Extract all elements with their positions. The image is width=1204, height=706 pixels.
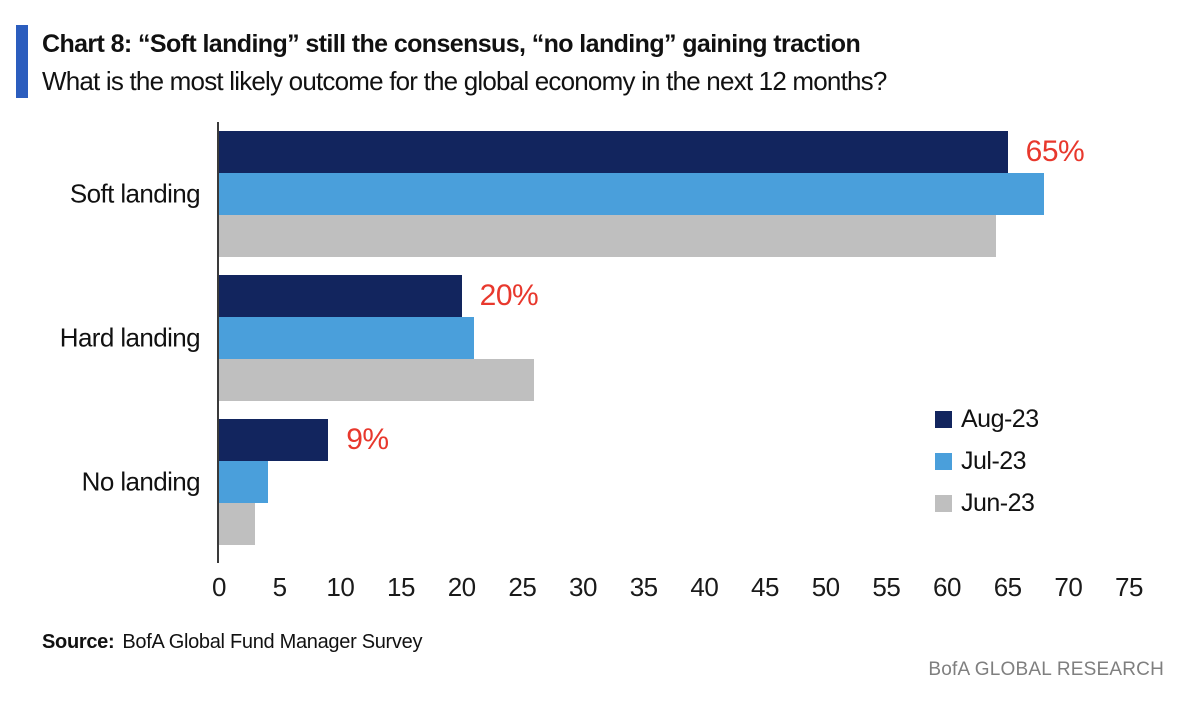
bar-jun-23-hard-landing (219, 359, 535, 401)
bar-aug-23-hard-landing (219, 275, 462, 317)
x-tick-40: 40 (690, 572, 719, 602)
data-label-soft-landing: 65% (1025, 135, 1085, 168)
data-label-no-landing: 9% (346, 423, 389, 456)
category-label-no-landing: No landing (81, 466, 201, 497)
category-label-soft-landing: Soft landing (69, 178, 201, 209)
x-tick-10: 10 (326, 572, 355, 602)
chart-subtitle: What is the most likely outcome for the … (42, 66, 887, 96)
title-accent-bar (16, 25, 28, 98)
bar-aug-23-soft-landing (219, 131, 1008, 173)
x-tick-70: 70 (1054, 572, 1083, 602)
bar-jul-23-hard-landing (219, 317, 474, 359)
x-tick-65: 65 (993, 572, 1022, 602)
legend-label-jun-23: Jun-23 (961, 488, 1035, 517)
source-label: Source: (42, 631, 115, 653)
bar-jun-23-no-landing (219, 503, 256, 545)
bar-jul-23-no-landing (219, 461, 268, 503)
legend-item-jul-23: Jul-23 (935, 446, 1039, 476)
x-tick-5: 5 (272, 572, 287, 602)
category-labels: Soft landing Hard landing No landing (28, 122, 201, 565)
chart-title: Chart 8: “Soft landing” still the consen… (42, 30, 861, 58)
x-tick-25: 25 (508, 572, 537, 602)
bar-aug-23-no-landing (219, 419, 329, 461)
legend-swatch-aug-23 (935, 410, 952, 428)
legend-item-aug-23: Aug-23 (935, 404, 1039, 434)
x-tick-75: 75 (1115, 572, 1143, 602)
x-tick-55: 55 (872, 572, 901, 602)
legend-item-jun-23: Jun-23 (935, 488, 1039, 518)
bar-jun-23-soft-landing (219, 215, 996, 257)
x-tick-0: 0 (212, 572, 226, 602)
x-tick-35: 35 (629, 572, 658, 602)
legend-swatch-jun-23 (935, 494, 952, 512)
research-credit: BofA GLOBAL RESEARCH (928, 659, 1164, 680)
source-text: BofA Global Fund Manager Survey (122, 631, 423, 653)
x-tick-60: 60 (933, 572, 961, 602)
x-tick-50: 50 (811, 572, 840, 602)
legend-swatch-jul-23 (935, 452, 952, 470)
legend-label-aug-23: Aug-23 (961, 404, 1039, 433)
x-tick-45: 45 (751, 572, 779, 602)
y-axis-line (217, 122, 219, 563)
x-tick-30: 30 (569, 572, 597, 602)
x-axis-ticks: 0 5 10 15 20 25 30 35 40 45 50 55 60 65 70 75 (212, 572, 1143, 604)
plot-area: 65% 20% 9% (219, 122, 1129, 565)
category-label-hard-landing: Hard landing (59, 322, 201, 353)
x-tick-20: 20 (447, 572, 476, 602)
x-tick-15: 15 (387, 572, 415, 602)
bar-jul-23-soft-landing (219, 173, 1045, 215)
legend-label-jul-23: Jul-23 (961, 446, 1027, 475)
source-line: Source: BofA Global Fund Manager Survey (42, 631, 422, 654)
data-label-hard-landing: 20% (479, 279, 539, 312)
legend: Aug-23 Jul-23 Jun-23 (935, 404, 1039, 530)
